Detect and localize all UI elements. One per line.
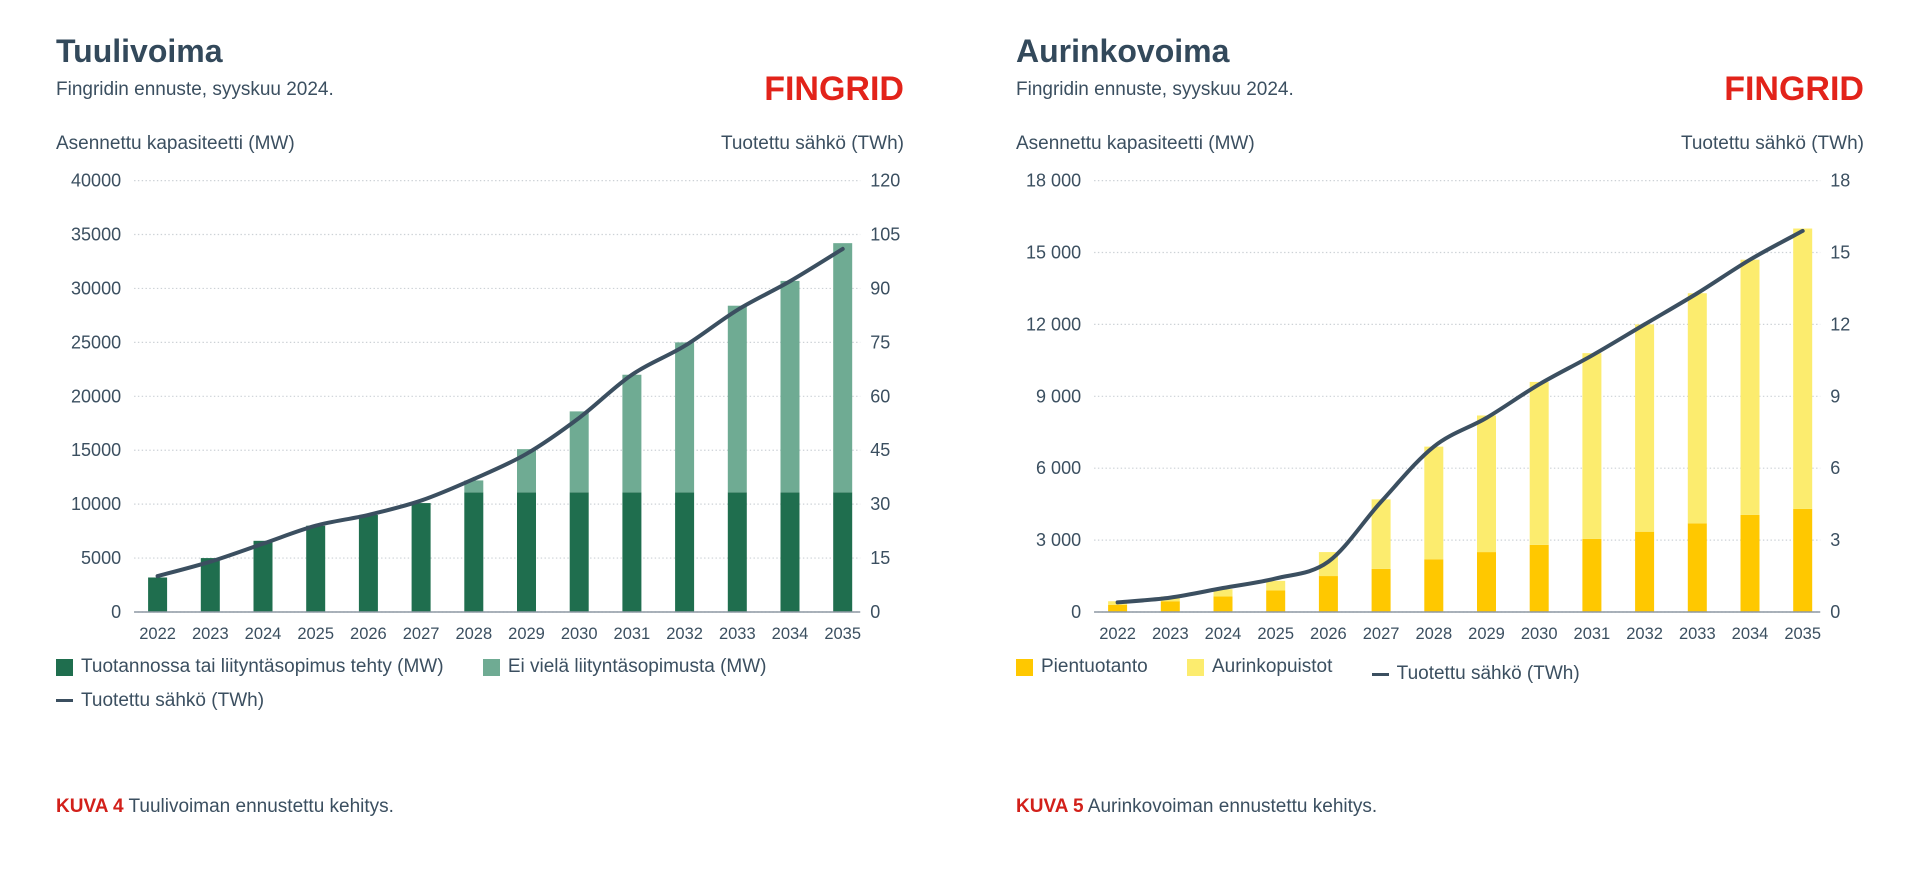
svg-text:25000: 25000	[71, 332, 121, 352]
svg-text:18: 18	[1830, 171, 1850, 191]
svg-text:45: 45	[870, 440, 890, 460]
svg-text:20000: 20000	[71, 386, 121, 406]
svg-text:15000: 15000	[71, 440, 121, 460]
svg-text:2034: 2034	[772, 625, 809, 643]
svg-text:2022: 2022	[1099, 625, 1136, 643]
svg-text:105: 105	[870, 225, 900, 245]
svg-text:2033: 2033	[1679, 625, 1716, 643]
svg-text:2026: 2026	[350, 625, 387, 643]
svg-text:12 000: 12 000	[1026, 314, 1081, 334]
svg-text:0: 0	[111, 602, 121, 622]
svg-text:9 000: 9 000	[1036, 386, 1081, 406]
svg-text:2032: 2032	[1626, 625, 1663, 643]
svg-text:10000: 10000	[71, 494, 121, 514]
svg-text:2024: 2024	[245, 625, 282, 643]
svg-text:120: 120	[870, 171, 900, 191]
svg-text:2023: 2023	[1152, 625, 1189, 643]
svg-text:6 000: 6 000	[1036, 458, 1081, 478]
svg-text:2025: 2025	[297, 625, 334, 643]
svg-text:2028: 2028	[455, 625, 492, 643]
svg-text:15: 15	[1830, 243, 1850, 263]
svg-text:2027: 2027	[403, 625, 440, 643]
svg-text:60: 60	[870, 386, 890, 406]
svg-text:15 000: 15 000	[1026, 243, 1081, 263]
svg-text:2029: 2029	[1468, 625, 1505, 643]
svg-text:2030: 2030	[561, 625, 598, 643]
svg-text:3: 3	[1830, 530, 1840, 550]
svg-text:2034: 2034	[1732, 625, 1769, 643]
svg-text:18 000: 18 000	[1026, 171, 1081, 191]
svg-text:2022: 2022	[139, 625, 176, 643]
svg-text:2033: 2033	[719, 625, 756, 643]
svg-text:2025: 2025	[1257, 625, 1294, 643]
svg-text:2031: 2031	[614, 625, 651, 643]
svg-text:2035: 2035	[824, 625, 861, 643]
svg-text:9: 9	[1830, 386, 1840, 406]
svg-text:2029: 2029	[508, 625, 545, 643]
svg-text:2035: 2035	[1784, 625, 1821, 643]
svg-text:6: 6	[1830, 458, 1840, 478]
svg-text:2027: 2027	[1363, 625, 1400, 643]
svg-text:2024: 2024	[1205, 625, 1242, 643]
svg-text:2028: 2028	[1415, 625, 1452, 643]
svg-text:3 000: 3 000	[1036, 530, 1081, 550]
svg-text:30000: 30000	[71, 279, 121, 299]
svg-text:40000: 40000	[71, 171, 121, 191]
svg-text:2026: 2026	[1310, 625, 1347, 643]
svg-text:30: 30	[870, 494, 890, 514]
svg-text:2023: 2023	[192, 625, 229, 643]
svg-text:0: 0	[1830, 602, 1840, 622]
svg-text:75: 75	[870, 332, 890, 352]
svg-text:90: 90	[870, 279, 890, 299]
svg-text:2030: 2030	[1521, 625, 1558, 643]
svg-text:12: 12	[1830, 314, 1850, 334]
svg-text:5000: 5000	[81, 548, 121, 568]
svg-text:35000: 35000	[71, 225, 121, 245]
svg-text:0: 0	[1071, 602, 1081, 622]
svg-text:15: 15	[870, 548, 890, 568]
svg-text:2031: 2031	[1574, 625, 1611, 643]
svg-text:0: 0	[870, 602, 880, 622]
svg-text:2032: 2032	[666, 625, 703, 643]
